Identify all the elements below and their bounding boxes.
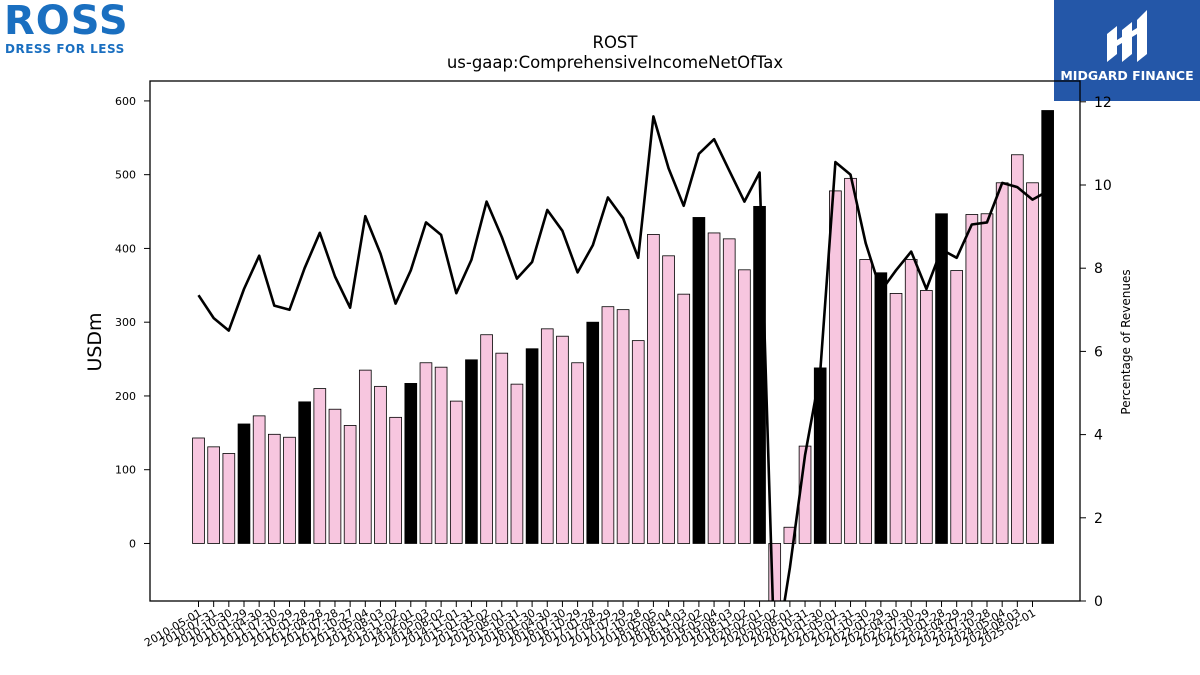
- bar: [434, 366, 448, 544]
- y-tick-label: 600: [115, 95, 136, 108]
- bar: [677, 293, 691, 544]
- bar: [753, 205, 766, 544]
- bar: [995, 182, 1009, 544]
- bar: [268, 433, 281, 544]
- bar: [859, 259, 873, 544]
- bar: [510, 383, 524, 544]
- bar: [616, 309, 630, 544]
- bar: [980, 213, 994, 544]
- bar: [889, 293, 903, 544]
- bar: [722, 238, 736, 544]
- bar: [935, 213, 948, 544]
- plot-area: 01002003004005006000246810122010-05-0120…: [115, 80, 1112, 650]
- bar: [965, 214, 979, 544]
- bar: [328, 408, 342, 544]
- y2-tick-label: 10: [1094, 178, 1112, 194]
- bar: [692, 217, 706, 544]
- bar: [419, 362, 433, 544]
- bar: [495, 352, 509, 544]
- bar: [1041, 110, 1054, 544]
- logo-wordmark: ROSS: [4, 0, 129, 44]
- y-tick-label: 100: [115, 464, 136, 477]
- y-tick-label: 200: [115, 390, 136, 403]
- y2-tick-label: 2: [1094, 511, 1103, 527]
- bar: [525, 348, 539, 544]
- bar: [1011, 154, 1024, 544]
- y2-tick-label: 8: [1094, 261, 1103, 277]
- y2-tick-label: 4: [1094, 428, 1103, 444]
- bar: [1026, 182, 1039, 544]
- bar: [950, 270, 963, 544]
- bar: [252, 415, 266, 544]
- bar: [358, 369, 372, 544]
- midgard-finance-badge: MIDGARD FINANCE: [1054, 0, 1200, 101]
- bar: [480, 334, 493, 544]
- y-tick-label: 400: [115, 242, 136, 255]
- bar: [556, 335, 569, 544]
- bar: [222, 453, 236, 544]
- y-tick-label: 0: [129, 537, 136, 550]
- bar: [707, 232, 721, 544]
- bar: [283, 436, 296, 544]
- bar: [920, 290, 933, 544]
- bar: [192, 437, 205, 544]
- bar: [449, 400, 463, 544]
- bar: [374, 385, 387, 544]
- bar: [662, 255, 675, 544]
- bar: [298, 401, 311, 544]
- bar: [601, 306, 615, 544]
- bar: [874, 272, 888, 544]
- bar: [586, 321, 600, 544]
- chart-title: ROST: [592, 33, 638, 52]
- y-axis-label: USDm: [84, 312, 106, 371]
- bar: [904, 259, 918, 544]
- chart-subtitle: us-gaap:ComprehensiveIncomeNetOfTax: [447, 53, 784, 72]
- bar: [540, 328, 554, 544]
- bar: [571, 362, 584, 544]
- bar: [313, 388, 327, 544]
- bar: [647, 234, 660, 544]
- bar: [207, 446, 220, 544]
- bar: [783, 526, 797, 544]
- y-tick-label: 300: [115, 316, 136, 329]
- plot-frame: [149, 80, 1081, 602]
- midgard-logo-icon: [1107, 10, 1147, 62]
- ross-logo: ROSS DRESS FOR LESS: [4, 0, 144, 58]
- y2-tick-label: 6: [1094, 344, 1103, 360]
- line-series: [197, 115, 1049, 601]
- bar: [465, 359, 478, 544]
- bar: [844, 177, 857, 544]
- bar: [237, 423, 251, 544]
- bar: [829, 190, 842, 544]
- badge-text: MIDGARD FINANCE: [1060, 68, 1194, 83]
- logo-tagline: DRESS FOR LESS: [5, 42, 125, 56]
- bar: [343, 425, 357, 544]
- y-tick-label: 500: [115, 169, 136, 182]
- bar: [404, 383, 418, 544]
- y2-axis-label: Percentage of Revenues: [1119, 269, 1133, 414]
- bar: [631, 340, 645, 544]
- y2-tick-label: 12: [1094, 95, 1112, 111]
- y2-tick-label: 0: [1094, 594, 1103, 610]
- bar: [389, 416, 402, 544]
- bar: [738, 269, 751, 544]
